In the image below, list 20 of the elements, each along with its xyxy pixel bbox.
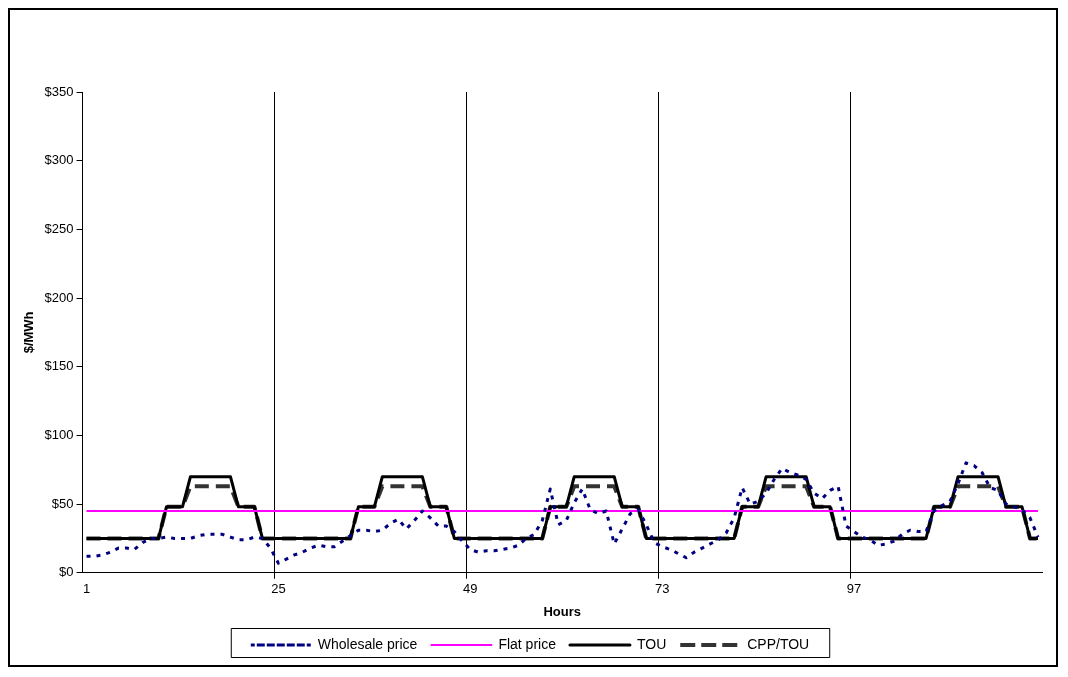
y-tick-label: $0 bbox=[59, 564, 74, 580]
x-tick-label: 49 bbox=[463, 581, 478, 597]
x-axis-title: Hours bbox=[543, 603, 582, 619]
x-tick-label: 73 bbox=[654, 581, 670, 597]
legend-label: Wholesale price bbox=[317, 635, 418, 652]
x-tick-label: 97 bbox=[846, 581, 862, 597]
y-tick-label: $200 bbox=[44, 289, 74, 305]
line-series bbox=[85, 461, 1040, 565]
y-tick-label: $350 bbox=[44, 83, 74, 99]
x-tick-label: 25 bbox=[271, 581, 286, 597]
legend-label: Flat price bbox=[498, 635, 557, 652]
y-tick-label: $150 bbox=[44, 358, 74, 374]
legend-label: CPP/TOU bbox=[747, 635, 810, 652]
y-axis-title: $/MWh bbox=[21, 311, 37, 354]
x-tick-label: 1 bbox=[82, 581, 91, 597]
y-tick-label: $250 bbox=[44, 220, 74, 236]
y-tick-label: $300 bbox=[44, 152, 74, 168]
legend-label: TOU bbox=[636, 635, 667, 652]
y-tick-label: $50 bbox=[51, 495, 74, 511]
y-tick-label: $100 bbox=[44, 427, 74, 443]
